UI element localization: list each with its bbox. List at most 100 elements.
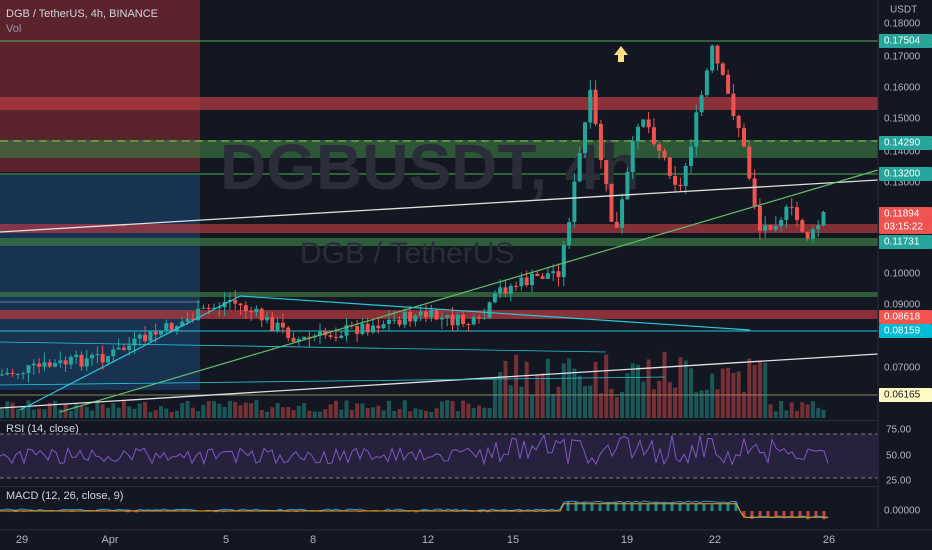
volume-bar [190, 407, 195, 418]
candle [386, 319, 391, 325]
volume-bar [174, 410, 179, 418]
green-band [0, 238, 878, 246]
volume-bar [53, 400, 57, 418]
candle [752, 178, 757, 206]
macd-hist [806, 511, 810, 520]
volume-bar [5, 401, 10, 418]
price-label: 0.11731 [884, 237, 920, 248]
volume-bar [143, 402, 148, 418]
candle [10, 372, 15, 374]
candle [805, 231, 810, 239]
volume-bar [318, 411, 322, 418]
candle [445, 314, 450, 318]
volume-bar [604, 354, 609, 418]
candle [461, 314, 466, 325]
rsi-tick: 25.00 [886, 476, 911, 487]
time-tick: 29 [16, 534, 28, 546]
candle [84, 358, 89, 367]
macd-hist [662, 502, 666, 511]
candle [673, 175, 678, 185]
volume-bar [651, 389, 656, 418]
candles [0, 43, 826, 418]
candle [763, 225, 768, 231]
candle [15, 373, 20, 375]
volume-bar [434, 408, 439, 418]
candle [625, 172, 630, 200]
macd-hist [414, 511, 418, 513]
volume-bar [159, 406, 163, 418]
candle [402, 311, 407, 325]
volume-bar [58, 409, 63, 418]
volume-bar [540, 373, 545, 418]
volume-bar [386, 400, 391, 418]
green-band [0, 292, 878, 297]
watermark: DGB / TetherUS [300, 237, 515, 270]
volume-bar [551, 393, 556, 418]
candle [583, 122, 587, 153]
volume-bar [328, 404, 333, 418]
candle [551, 271, 556, 274]
volume-bar [31, 409, 36, 418]
volume-bar [646, 359, 651, 418]
price-label-box [879, 136, 932, 150]
volume-bar [572, 368, 577, 418]
red-band [0, 97, 878, 110]
volume-bar [254, 400, 259, 418]
time-tick: 12 [422, 534, 434, 546]
volume-bar [74, 404, 79, 418]
macd-hist [14, 511, 18, 513]
volume-bar [482, 407, 487, 418]
candle [196, 308, 201, 321]
volume-bar [371, 407, 375, 418]
macd-hist [590, 503, 594, 511]
indicators [0, 433, 829, 520]
volume-bar [678, 357, 683, 418]
candle [249, 311, 254, 313]
candle [116, 347, 121, 350]
volume-bar [344, 400, 349, 418]
volume-bar [514, 354, 519, 418]
candle [604, 160, 609, 184]
candle [620, 199, 625, 228]
macd-hist [742, 511, 746, 517]
candle [662, 150, 667, 158]
volume-bar [201, 404, 206, 418]
candle [100, 354, 105, 363]
candle [408, 311, 413, 322]
volume-bar [381, 410, 386, 418]
candle [636, 126, 640, 142]
volume-bar [365, 407, 370, 418]
macd-hist [614, 501, 618, 511]
candle [646, 119, 651, 128]
candle [535, 273, 540, 277]
candle [381, 324, 386, 329]
watermark: DGBUSDT, 4h [220, 131, 640, 203]
rsi-band [0, 434, 878, 478]
volume-bar [731, 372, 736, 418]
volume-bar [609, 388, 614, 418]
candle [556, 271, 561, 278]
volume-bar [763, 362, 768, 418]
candle [588, 89, 593, 123]
macd-hist [214, 511, 218, 513]
candle [376, 325, 381, 329]
candle [68, 357, 73, 365]
candle [302, 336, 307, 340]
volume-bar [137, 403, 142, 418]
volume-bar [487, 408, 492, 418]
price-tick: 0.16000 [884, 83, 921, 94]
volume-bar [402, 400, 407, 418]
pane-divider [0, 486, 878, 487]
volume-bar [768, 404, 773, 418]
candle [169, 323, 174, 331]
volume-bar [15, 409, 20, 418]
candle [206, 307, 211, 309]
macd-hist [654, 501, 658, 511]
volume-bar [789, 402, 794, 418]
volume-bar [339, 409, 344, 418]
volume-bar [222, 407, 227, 418]
trend-line [0, 179, 879, 233]
candle [339, 335, 344, 338]
volume-bar [694, 392, 699, 418]
rsi-title: RSI (14, close) [6, 423, 79, 435]
